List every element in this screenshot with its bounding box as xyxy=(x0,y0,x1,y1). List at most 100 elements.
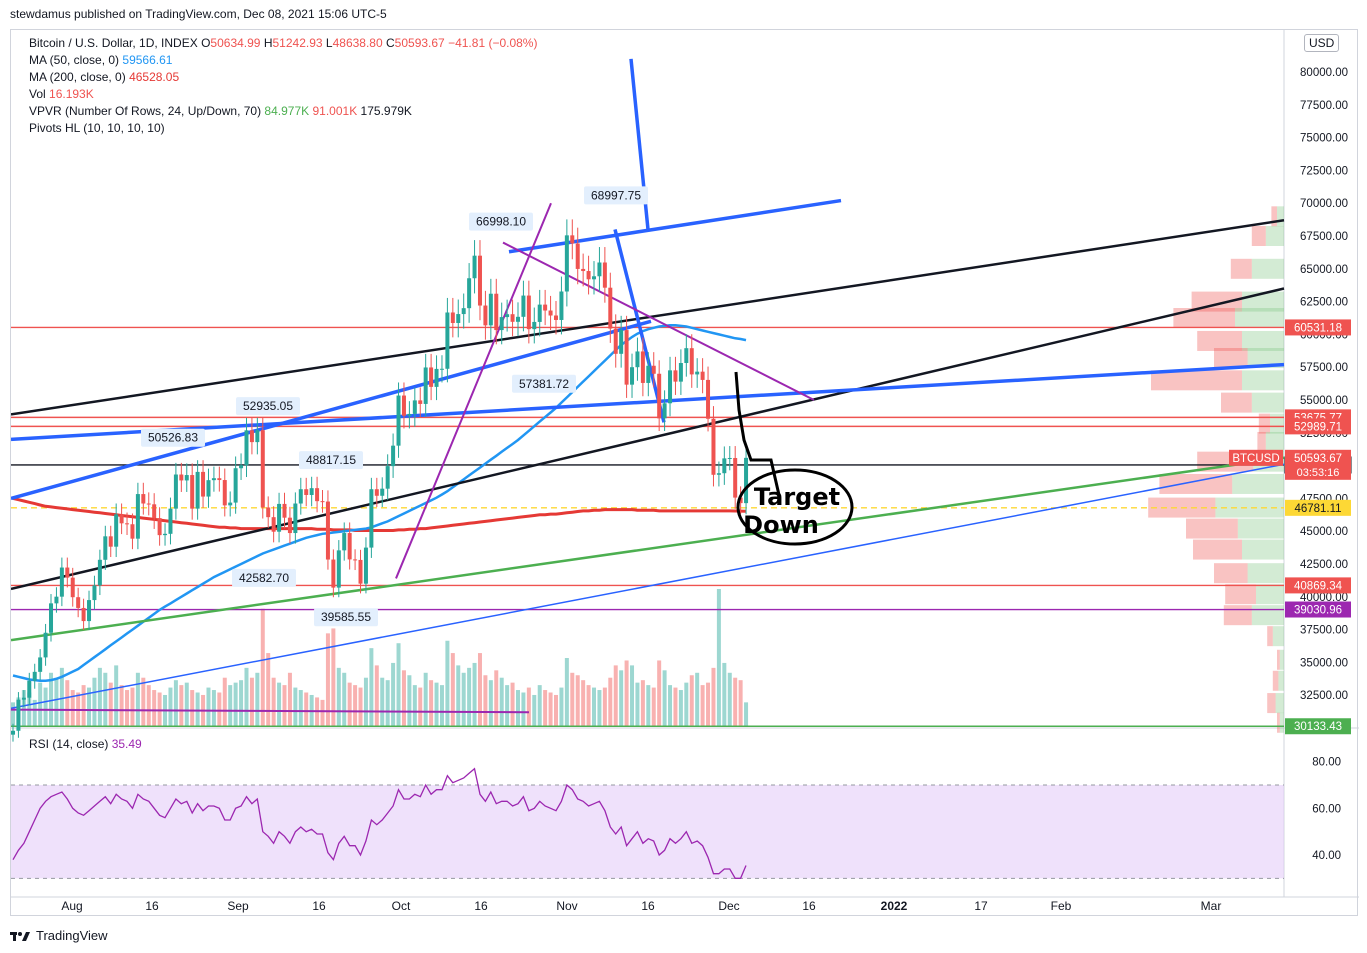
candle-body xyxy=(358,559,363,584)
volume-bar xyxy=(222,677,227,727)
vpvr-up-bar xyxy=(1232,473,1284,494)
candle-body xyxy=(722,458,727,474)
volume-bar xyxy=(532,694,537,727)
candle-body xyxy=(651,365,656,374)
volume-bar xyxy=(407,675,412,727)
time-tick-label: Nov xyxy=(556,899,577,913)
volume-bar xyxy=(146,685,151,727)
candle-body xyxy=(706,379,711,419)
trendline-blue-diagonal xyxy=(613,229,666,423)
level-price-badge xyxy=(1285,499,1351,516)
legend-rsi-label: RSI (14, close) xyxy=(29,737,109,751)
candle-body xyxy=(662,403,667,419)
candle-body xyxy=(678,363,683,382)
volume-bar xyxy=(738,680,743,727)
volume-bar xyxy=(602,687,607,727)
last-price-symbol: BTCUSD xyxy=(1232,453,1279,465)
time-tick-label: 16 xyxy=(145,899,159,913)
pivot-label: 50526.83 xyxy=(148,431,198,445)
legend-ma50-row[interactable]: MA (50, close, 0) 59566.61 xyxy=(29,52,172,69)
vpvr-up-bar xyxy=(1275,693,1284,714)
candle-body xyxy=(689,348,694,375)
vpvr-down-bar xyxy=(1277,649,1280,670)
candle-body xyxy=(668,370,673,404)
candle-body xyxy=(477,255,482,306)
candle-body xyxy=(173,474,178,509)
legend-ma200-label: MA (200, close, 0) xyxy=(29,70,126,84)
volume-bar xyxy=(548,692,553,727)
vpvr-up-bar xyxy=(1279,649,1284,670)
volume-bar xyxy=(668,685,673,727)
tradingview-logo[interactable]: TradingView xyxy=(10,928,108,943)
candle-body xyxy=(602,262,607,288)
volume-bar xyxy=(103,672,108,727)
legend-pivots-row[interactable]: Pivots HL (10, 10, 10, 10) xyxy=(29,120,165,137)
volume-bar xyxy=(722,662,727,727)
legend-vpvr-down: 91.001K xyxy=(312,104,358,118)
legend-vpvr-row[interactable]: VPVR (Number Of Rows, 24, Up/Down, 70) 8… xyxy=(29,103,412,120)
price-tick-label: 75000.00 xyxy=(1300,133,1348,145)
vpvr-down-bar xyxy=(1277,712,1280,733)
candle-body xyxy=(401,395,406,416)
volume-bar xyxy=(374,665,379,727)
chart-canvas[interactable]: 32500.00 35000.00 37500.00 40000.00 42500.00… xyxy=(11,30,1359,917)
pivot-label-box xyxy=(236,397,300,416)
pivot-label: 39585.55 xyxy=(321,610,371,624)
legend-ma200-value: 46528.05 xyxy=(129,70,180,84)
annotation-line2: Down xyxy=(743,511,819,539)
volume-bar xyxy=(521,692,526,727)
volume-bar xyxy=(467,667,472,727)
pivot-label: 57381.72 xyxy=(519,377,569,391)
volume-bar xyxy=(526,687,531,727)
price-tick-label: 45000.00 xyxy=(1300,526,1348,538)
rsi-tick-label: 60.00 xyxy=(1312,803,1341,815)
candle-body xyxy=(391,445,396,467)
candle-body xyxy=(163,533,168,536)
legend-c-label: C xyxy=(386,36,395,50)
volume-bar xyxy=(630,665,635,727)
volume-bar xyxy=(298,690,303,727)
volume-bar xyxy=(97,667,102,727)
rsi-tick-label: 80.00 xyxy=(1312,757,1341,769)
last-price-symbol-badge xyxy=(1229,449,1283,466)
legend-vol-value: 16.193K xyxy=(49,87,94,101)
price-tick-label: 37500.00 xyxy=(1300,625,1348,637)
volume-bar xyxy=(315,697,320,727)
trendline-blue-horizontal xyxy=(11,362,1285,442)
vpvr-up-bar xyxy=(1242,330,1284,351)
legend-pivots-label: Pivots HL (10, 10, 10, 10) xyxy=(29,121,165,135)
candle-body xyxy=(135,494,140,539)
volume-bar xyxy=(494,670,499,727)
candle-body xyxy=(570,235,575,244)
candle-body xyxy=(59,567,64,597)
volume-bar xyxy=(429,680,434,727)
currency-button[interactable]: USD xyxy=(1304,34,1340,52)
legend-vol-row[interactable]: Vol 16.193K xyxy=(29,86,94,103)
candle-body xyxy=(325,501,330,560)
candle-body xyxy=(488,293,493,326)
volume-bar xyxy=(282,685,287,727)
candle-body xyxy=(456,314,461,323)
price-tick-label: 57500.00 xyxy=(1300,362,1348,374)
time-tick-label: 17 xyxy=(974,899,988,913)
annotation-arrow xyxy=(734,371,781,496)
volume-bar xyxy=(646,685,651,727)
volume-bar xyxy=(456,665,461,727)
pivot-label-box xyxy=(299,451,363,470)
candle-body xyxy=(309,488,314,495)
volume-bar xyxy=(586,685,591,727)
candle-body xyxy=(423,367,428,404)
annotation-circle xyxy=(736,468,854,546)
vpvr-down-bar xyxy=(1225,584,1256,605)
trendline-purple-steep xyxy=(395,202,552,579)
legend-rsi-row[interactable]: RSI (14, close) 35.49 xyxy=(29,736,142,753)
vpvr-up-bar xyxy=(1215,497,1284,518)
volume-bar xyxy=(255,672,260,727)
vpvr-down-bar xyxy=(1272,670,1279,691)
volume-bar xyxy=(619,670,624,727)
legend-title-row: Bitcoin / U.S. Dollar, 1D, INDEX O50634.… xyxy=(29,35,537,52)
volume-bar xyxy=(59,667,64,727)
legend-ma200-row[interactable]: MA (200, close, 0) 46528.05 xyxy=(29,69,179,86)
volume-bar xyxy=(244,667,249,727)
volume-bar xyxy=(461,672,466,727)
